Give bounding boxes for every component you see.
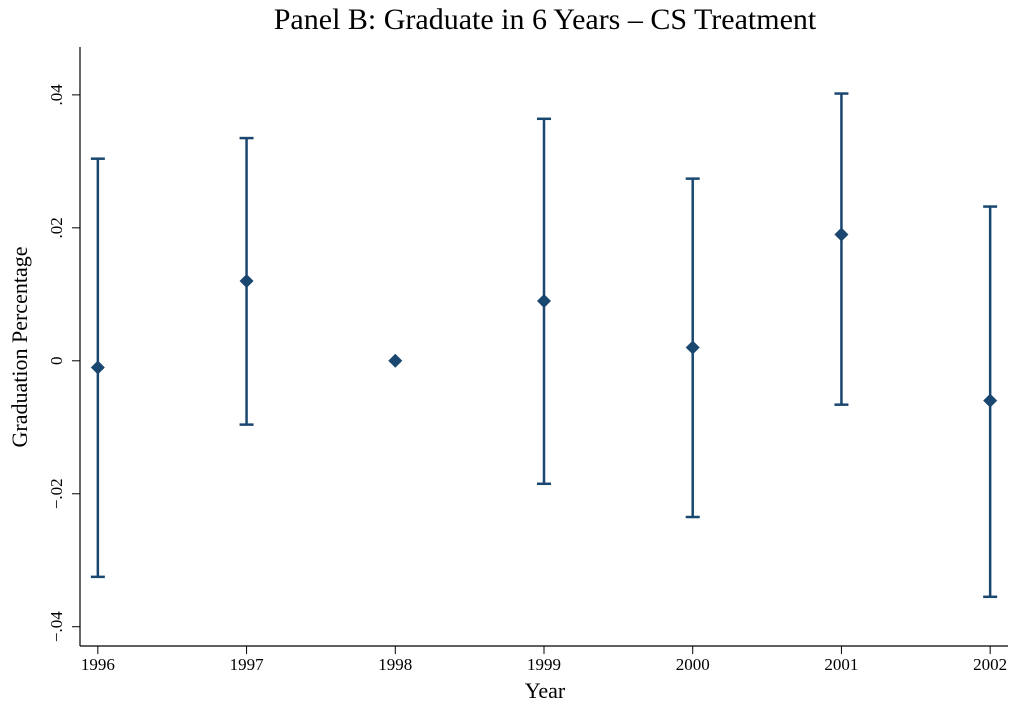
point <box>239 274 254 289</box>
x-tick-label: 1997 <box>230 655 265 674</box>
chart-title: Panel B: Graduate in 6 Years – CS Treatm… <box>274 3 817 36</box>
y-tick-label: −.02 <box>47 478 66 509</box>
point <box>983 393 998 408</box>
x-axis-label: Year <box>525 678 566 703</box>
y-axis-label: Graduation Percentage <box>7 247 32 448</box>
y-tick-label: .04 <box>47 84 66 106</box>
y-tick-label: .02 <box>47 217 66 238</box>
x-tick-label: 1996 <box>81 655 115 674</box>
point <box>685 340 700 355</box>
x-tick-label: 2001 <box>824 655 858 674</box>
y-tick-label: 0 <box>47 357 66 366</box>
point <box>537 293 551 308</box>
x-tick-label: 2002 <box>973 655 1007 674</box>
x-tick-label: 2000 <box>676 655 710 674</box>
y-tick-label: −.04 <box>47 611 66 642</box>
x-tick-label: 1999 <box>527 655 561 674</box>
point <box>388 353 403 368</box>
point <box>834 227 849 242</box>
x-tick-label: 1998 <box>378 655 412 674</box>
point <box>90 360 105 375</box>
